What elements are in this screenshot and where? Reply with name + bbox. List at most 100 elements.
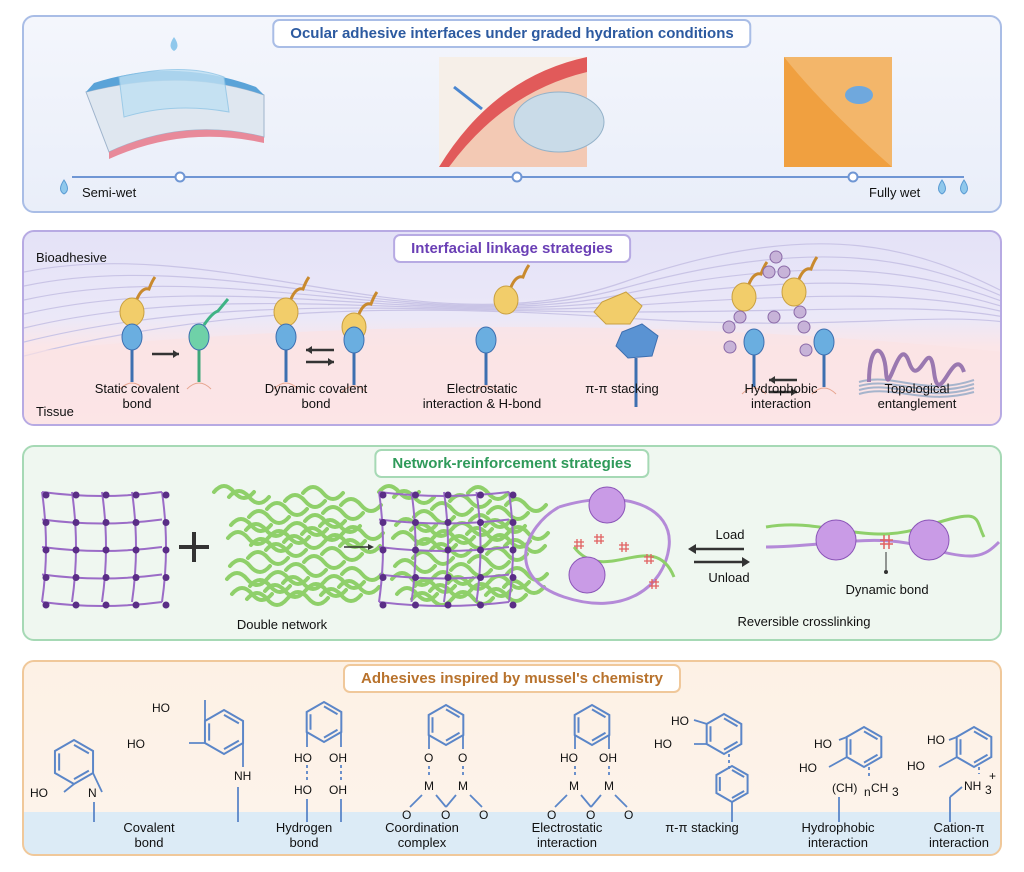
- crosslink-node: [162, 519, 170, 526]
- crosslink-node: [477, 491, 484, 499]
- label-line: complex: [397, 835, 447, 850]
- bond-line: [580, 794, 592, 808]
- crosslink-node: [72, 601, 80, 609]
- stretched-chain: [765, 538, 1000, 558]
- green-polymer-chain: [430, 501, 474, 517]
- crosslink-node: [379, 491, 387, 499]
- mussel-chemistry-panel: HO N HO HO NH HO OH HO OH O O M M O O O HO OH M M O O O HO HO HO H…: [22, 660, 1002, 856]
- hydrophobic-group: [762, 265, 776, 279]
- semi-wet-label: Semi-wet: [82, 185, 137, 200]
- crosslink-node: [72, 574, 80, 581]
- bond-line: [445, 794, 457, 808]
- tissue-anchor: [186, 382, 212, 390]
- atom-label: 3: [985, 783, 992, 797]
- tissue-binding-group: [743, 328, 765, 356]
- polymer-strand: [24, 307, 1000, 343]
- double-bond: [731, 769, 745, 778]
- benzene-ring: [427, 703, 465, 747]
- atom-label: 3: [892, 785, 899, 799]
- dynamic-bond-symbol: [574, 539, 584, 549]
- aromatic-ring: [593, 291, 643, 325]
- atom-label: NH: [234, 769, 251, 783]
- green-polymer-chain: [390, 571, 434, 587]
- atom-label: HO: [127, 737, 145, 751]
- adhesive-group: [493, 285, 519, 315]
- atom-label: HO: [907, 759, 925, 773]
- atom-label: M: [604, 779, 614, 793]
- water-drop-icon: [960, 179, 968, 195]
- crosslink-node: [42, 491, 50, 499]
- crosslink-node: [132, 574, 140, 581]
- crosslink-node: [412, 601, 419, 609]
- network-strand: [41, 601, 163, 607]
- fully-wet-label: Fully wet: [869, 185, 921, 200]
- interaction-type-label: π-π stacking: [665, 820, 739, 835]
- tissue-anchor: [473, 385, 499, 393]
- benzene-ring: [705, 712, 743, 756]
- panel-title: Interfacial linkage strategies: [393, 234, 631, 263]
- adhesive-group: [119, 297, 145, 327]
- bond-line: [828, 756, 848, 768]
- double-bond: [223, 713, 240, 725]
- bond-line: [949, 786, 963, 798]
- label-line: Hydrogen: [275, 820, 333, 835]
- water-drop-icon: [60, 179, 68, 195]
- label-line: Dynamic covalent: [264, 381, 368, 396]
- adhesive-chain: [797, 256, 819, 280]
- double-bond: [591, 708, 607, 719]
- benzene-ring: [573, 703, 611, 747]
- label-line: interaction: [929, 835, 989, 850]
- interaction-type-label: Coordination complex: [385, 820, 459, 850]
- crosslink-node: [412, 574, 419, 581]
- adhesive-group: [273, 297, 299, 327]
- dynamic-bond-symbol: [594, 534, 604, 544]
- crosslink-node: [42, 519, 50, 526]
- atom-label: M: [424, 779, 434, 793]
- atom-label: CH: [871, 781, 888, 795]
- atom-label: NH: [964, 779, 981, 793]
- dynamic-bond-label: Dynamic bond: [845, 582, 929, 597]
- crosslink-node: [444, 574, 452, 581]
- dynamic-bond-symbol: [644, 554, 654, 564]
- tissue-anchor: [119, 382, 145, 390]
- double-bond: [323, 728, 339, 739]
- hydrophobic-group: [767, 310, 781, 324]
- crosslink-node: [42, 601, 50, 609]
- hydration-illustration: [60, 37, 968, 195]
- polymer-strand: [24, 243, 1000, 306]
- double-bond: [863, 753, 879, 764]
- reversible-crosslinking-label: Reversible crosslinking: [737, 614, 871, 629]
- crosslink-node: [477, 601, 484, 609]
- bond-line: [409, 794, 423, 808]
- atom-label: HO: [927, 733, 945, 747]
- hydrophobic-group: [797, 320, 811, 334]
- atom-label: O: [458, 751, 467, 765]
- crosslink-node: [42, 574, 50, 581]
- bond-line: [92, 772, 103, 793]
- linkage-strategy-label: Static covalent bond: [95, 381, 180, 411]
- bond-line: [435, 794, 447, 808]
- label-line: Hydrophobic: [744, 381, 818, 396]
- atom-label: HO: [152, 701, 170, 715]
- crosslink-node: [162, 491, 170, 499]
- polymer-strand: [24, 269, 1000, 308]
- green-polymer-chain: [321, 505, 365, 521]
- label-line: bond: [289, 835, 319, 850]
- tissue-label: Tissue: [36, 404, 74, 419]
- network-strand: [41, 573, 163, 580]
- crosslink-node: [379, 601, 387, 609]
- bond-line: [469, 794, 483, 808]
- coiled-chain: [815, 519, 857, 561]
- label-line: π-π stacking: [665, 820, 739, 835]
- benzene-ring: [305, 700, 343, 744]
- label-line: Coordination: [385, 820, 459, 835]
- green-polymer-chain: [228, 558, 272, 574]
- atom-label: O: [402, 808, 411, 822]
- green-polymer-chain: [506, 525, 550, 541]
- eye-cross-section-illustration: [439, 57, 605, 167]
- atom-label: +: [989, 769, 996, 783]
- atom-label: HO: [294, 783, 312, 797]
- atom-label: HO: [814, 737, 832, 751]
- arrowhead: [791, 388, 797, 396]
- panel-title: Ocular adhesive interfaces under graded …: [272, 19, 752, 48]
